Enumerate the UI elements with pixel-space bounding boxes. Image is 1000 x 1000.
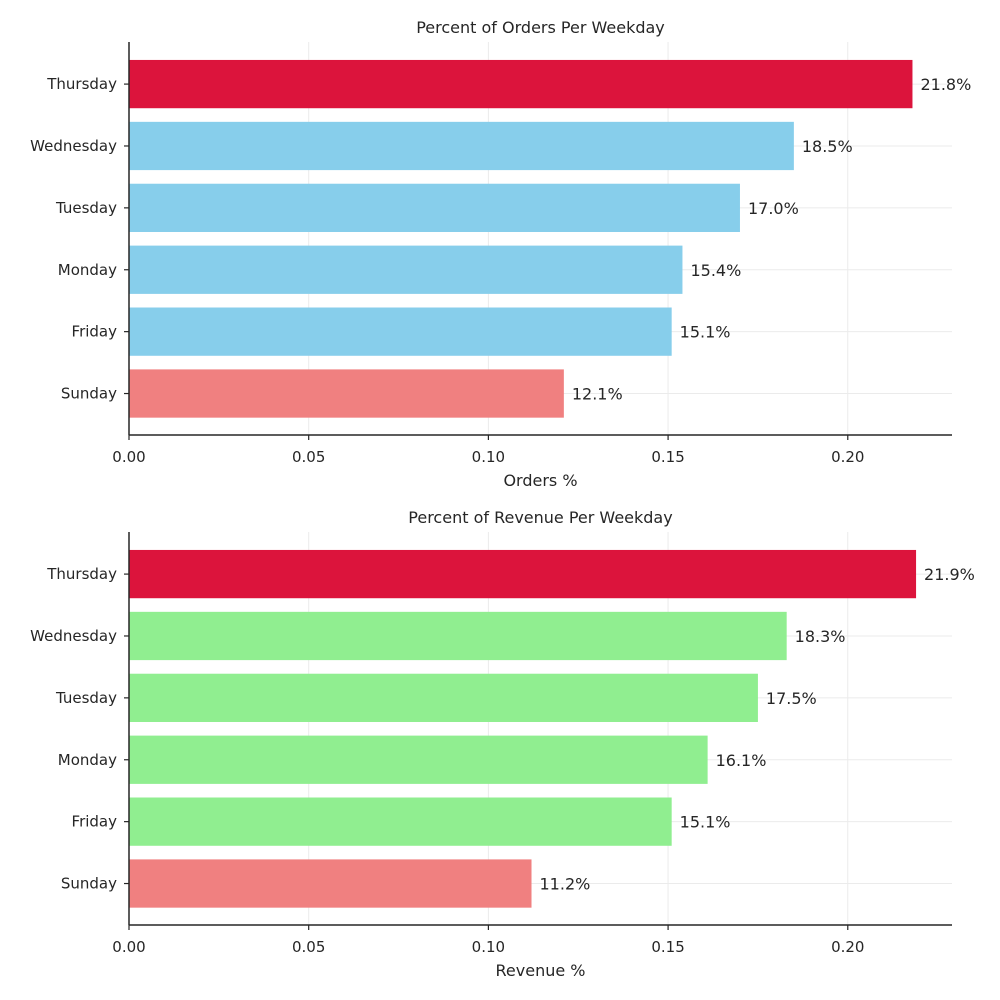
data-label-monday: 15.4% <box>690 261 741 280</box>
x-tick-label: 0.15 <box>651 448 684 466</box>
y-tick-label-friday: Friday <box>72 813 118 831</box>
y-tick-label-sunday: Sunday <box>61 875 117 893</box>
bar-sunday <box>129 369 564 418</box>
chart-panel-1: 21.8% 18.5% 17.0% 15.4% 15.1% 12.1% Thursday We… <box>30 18 971 490</box>
bar-wednesday <box>129 611 787 661</box>
x-tick-label: 0.20 <box>831 938 864 956</box>
x-tick-label: 0.05 <box>292 448 325 466</box>
chart-title: Percent of Orders Per Weekday <box>416 18 665 37</box>
x-tick-label: 0.20 <box>831 448 864 466</box>
bar-monday <box>129 735 708 784</box>
y-tick-label-wednesday: Wednesday <box>30 137 117 155</box>
y-tick-label-sunday: Sunday <box>61 385 117 403</box>
data-label-thursday: 21.8% <box>920 75 971 94</box>
bar-friday <box>129 307 672 356</box>
x-tick-label: 0.10 <box>472 448 505 466</box>
x-axis-label: Orders % <box>503 471 577 490</box>
bar-tuesday <box>129 673 758 723</box>
data-label-sunday: 12.1% <box>572 385 623 404</box>
bar-wednesday <box>129 121 794 171</box>
bar-thursday <box>129 549 917 599</box>
data-label-thursday: 21.9% <box>924 565 975 584</box>
data-label-monday: 16.1% <box>716 751 767 770</box>
x-axis-label: Revenue % <box>496 961 586 980</box>
bar-monday <box>129 245 683 294</box>
chart-title: Percent of Revenue Per Weekday <box>408 508 672 527</box>
y-tick-label-monday: Monday <box>58 261 117 279</box>
chart-panel-2: 21.9% 18.3% 17.5% 16.1% 15.1% 11.2% Thursday We… <box>30 508 975 980</box>
bar-friday <box>129 797 672 846</box>
y-tick-label-friday: Friday <box>72 323 118 341</box>
data-label-tuesday: 17.5% <box>766 689 817 708</box>
data-label-friday: 15.1% <box>680 813 731 832</box>
y-tick-label-thursday: Thursday <box>46 565 117 583</box>
x-tick-label: 0.15 <box>651 938 684 956</box>
y-tick-label-tuesday: Tuesday <box>55 199 117 217</box>
data-label-wednesday: 18.3% <box>795 627 846 646</box>
data-label-tuesday: 17.0% <box>748 199 799 218</box>
y-tick-label-wednesday: Wednesday <box>30 627 117 645</box>
y-tick-label-thursday: Thursday <box>46 75 117 93</box>
x-tick-label: 0.00 <box>112 938 145 956</box>
bar-sunday <box>129 859 532 908</box>
bar-tuesday <box>129 183 740 233</box>
data-label-sunday: 11.2% <box>540 875 591 894</box>
data-label-wednesday: 18.5% <box>802 137 853 156</box>
x-tick-label: 0.10 <box>472 938 505 956</box>
bar-thursday <box>129 59 913 109</box>
y-tick-label-tuesday: Tuesday <box>55 689 117 707</box>
x-tick-label: 0.00 <box>112 448 145 466</box>
y-tick-label-monday: Monday <box>58 751 117 769</box>
x-tick-label: 0.05 <box>292 938 325 956</box>
data-label-friday: 15.1% <box>680 323 731 342</box>
